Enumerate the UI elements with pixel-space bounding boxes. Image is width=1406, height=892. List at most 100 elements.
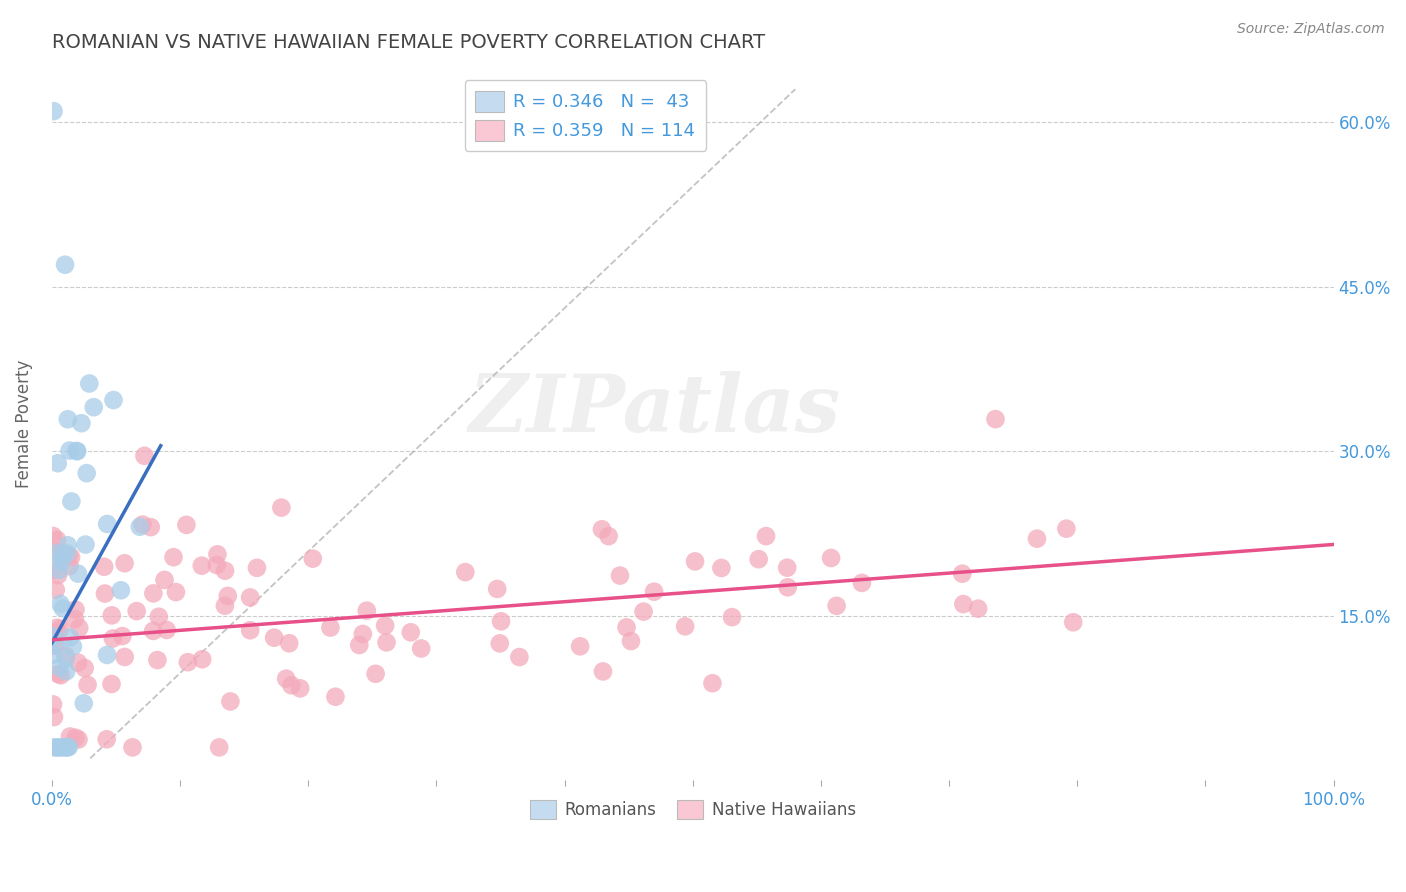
Point (239, 624, 262, 638)
Point (153, 573, 176, 587)
Point (42, 740, 65, 755)
Point (319, 621, 342, 635)
Point (42, 529, 65, 543)
Point (46, 667, 69, 681)
Point (49, 597, 72, 611)
Point (76, 678, 98, 692)
Point (721, 610, 744, 624)
Point (148, 609, 170, 624)
Point (79, 376, 101, 391)
Point (46, 533, 69, 547)
Point (128, 520, 150, 534)
Point (114, 556, 136, 570)
Point (364, 666, 387, 681)
Point (51, 556, 73, 570)
Point (76, 466, 98, 480)
Point (755, 529, 778, 543)
Point (1026, 532, 1049, 546)
Point (352, 627, 374, 641)
Point (58, 559, 80, 574)
Point (49, 668, 72, 682)
Point (356, 604, 378, 618)
Point (42, 710, 65, 724)
Point (950, 566, 973, 581)
Point (59, 631, 82, 645)
Point (219, 694, 242, 708)
Point (191, 558, 214, 573)
Point (374, 618, 396, 632)
Point (776, 560, 799, 574)
Point (702, 676, 724, 690)
Point (643, 584, 665, 599)
Point (55, 648, 77, 663)
Point (96, 648, 118, 662)
Point (984, 412, 1007, 426)
Point (70, 416, 93, 430)
Point (488, 636, 510, 650)
Point (60, 550, 83, 565)
Point (214, 564, 236, 578)
Point (45, 582, 67, 597)
Point (288, 681, 311, 696)
Point (55, 546, 77, 560)
Point (42, 104, 65, 119)
Point (73, 696, 96, 710)
Point (683, 554, 706, 568)
Point (142, 624, 165, 638)
Point (375, 635, 398, 649)
Point (673, 619, 696, 633)
Point (598, 529, 620, 543)
Point (134, 449, 156, 463)
Point (142, 586, 165, 600)
Point (110, 583, 132, 598)
Point (56, 740, 79, 755)
Point (851, 575, 873, 590)
Point (633, 605, 655, 619)
Point (952, 597, 974, 611)
Y-axis label: Female Poverty: Female Poverty (15, 359, 32, 488)
Point (139, 520, 162, 534)
Point (48, 546, 70, 560)
Point (52, 601, 75, 615)
Point (301, 551, 323, 566)
Point (176, 517, 198, 532)
Point (67, 621, 90, 635)
Point (46, 456, 69, 470)
Point (45, 626, 67, 640)
Point (46, 740, 69, 755)
Point (508, 650, 530, 665)
Point (263, 631, 285, 645)
Point (59, 730, 82, 744)
Point (620, 634, 643, 648)
Point (1062, 615, 1084, 630)
Point (51, 548, 73, 562)
Point (121, 740, 143, 755)
Point (103, 392, 125, 407)
Point (155, 623, 177, 637)
Point (49, 622, 72, 636)
Point (65, 444, 87, 458)
Point (280, 678, 302, 692)
Point (56, 412, 79, 426)
Point (55, 651, 77, 665)
Point (825, 599, 848, 613)
Point (83, 400, 105, 414)
Point (66, 566, 89, 581)
Point (146, 653, 169, 667)
Point (48, 660, 70, 674)
Point (44, 638, 66, 652)
Point (776, 580, 799, 594)
Point (42, 648, 65, 662)
Point (55, 665, 77, 679)
Point (125, 604, 148, 618)
Point (411, 641, 433, 656)
Point (100, 608, 122, 623)
Point (569, 640, 592, 654)
Point (46, 621, 69, 635)
Point (51, 549, 73, 564)
Point (214, 599, 236, 613)
Point (65, 602, 87, 616)
Point (66, 444, 89, 458)
Point (114, 650, 136, 665)
Point (67, 656, 90, 670)
